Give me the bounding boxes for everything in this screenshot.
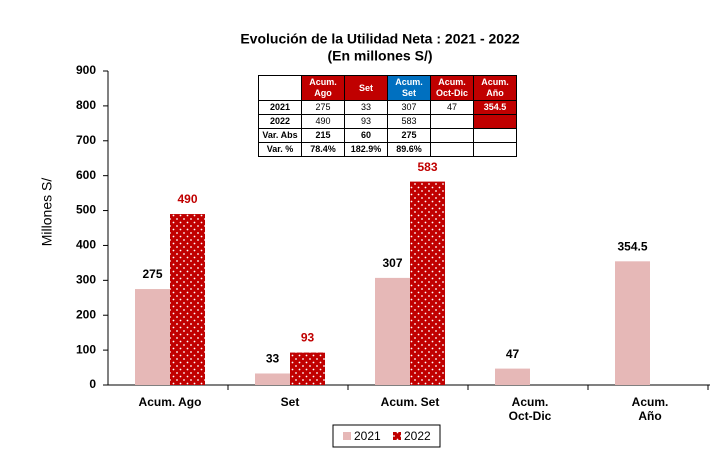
data-label: 33 <box>266 352 280 366</box>
data-label: 354.5 <box>617 239 647 253</box>
x-tick-label: Set <box>280 395 300 409</box>
bar <box>615 261 650 385</box>
table-cell <box>473 142 517 157</box>
legend-swatch <box>343 432 351 440</box>
table-cell: Acum. Año <box>473 75 517 101</box>
table-cell: 354.5 <box>473 100 517 115</box>
table-cell: 490 <box>301 114 345 129</box>
y-tick-label: 400 <box>76 238 96 252</box>
legend-swatch <box>393 432 401 440</box>
y-axis-label: Millones S/ <box>39 178 55 247</box>
y-tick-label: 900 <box>76 63 96 77</box>
table-cell: 78.4% <box>301 142 345 157</box>
chart-title: Evolución de la Utilidad Neta : 2021 - 2… <box>240 31 520 47</box>
table-cell: 307 <box>387 100 431 115</box>
table-cell: 275 <box>387 128 431 143</box>
table-cell: 89.6% <box>387 142 431 157</box>
x-tick-label: Acum. Año <box>631 395 669 423</box>
table-cell <box>258 75 302 101</box>
table-cell <box>430 128 474 143</box>
data-label: 307 <box>382 256 402 270</box>
bar <box>255 373 290 385</box>
table-cell: Set <box>344 75 388 101</box>
table-row: Var. % 78.4% 182.9% 89.6% <box>258 142 517 157</box>
bar <box>170 214 205 385</box>
table-cell <box>473 128 517 143</box>
data-label: 47 <box>506 347 520 361</box>
table-cell <box>430 142 474 157</box>
summary-table: Acum. Ago Set Acum. Set Acum. Oct-Dic Acum. … <box>258 75 517 157</box>
data-label: 583 <box>417 160 437 174</box>
y-tick-label: 0 <box>89 377 96 391</box>
table-cell <box>430 114 474 129</box>
x-tick-label: Acum. Set <box>380 395 440 409</box>
table-cell: 182.9% <box>344 142 388 157</box>
data-label: 490 <box>177 192 197 206</box>
table-cell: 583 <box>387 114 431 129</box>
table-cell: 93 <box>344 114 388 129</box>
y-tick-label: 200 <box>76 307 96 321</box>
y-tick-label: 600 <box>76 168 96 182</box>
table-row: 2022 490 93 583 <box>258 114 517 129</box>
bar <box>495 368 530 385</box>
table-row: 2021 275 33 307 47 354.5 <box>258 100 517 115</box>
bar <box>375 277 410 385</box>
table-row: Acum. Ago Set Acum. Set Acum. Oct-Dic Acum. … <box>258 75 517 101</box>
legend-label: 2021 <box>354 429 381 443</box>
table-cell: 2022 <box>258 114 302 129</box>
data-label: 93 <box>301 331 315 345</box>
chart-subtitle: (En millones S/) <box>327 48 432 64</box>
bar <box>410 181 445 385</box>
y-tick-label: 700 <box>76 133 96 147</box>
table-cell: 2021 <box>258 100 302 115</box>
legend-label: 2022 <box>404 429 431 443</box>
table-cell: Acum. Ago <box>301 75 345 101</box>
x-tick-label: Acum. Oct-Dic <box>508 395 552 423</box>
table-cell: 275 <box>301 100 345 115</box>
bar <box>135 289 170 385</box>
y-tick-label: 300 <box>76 273 96 287</box>
table-cell: 33 <box>344 100 388 115</box>
table-row: Var. Abs 215 60 275 <box>258 128 517 143</box>
y-tick-label: 100 <box>76 342 96 356</box>
table-cell: 60 <box>344 128 388 143</box>
table-cell: Acum. Oct-Dic <box>430 75 474 101</box>
table-cell: Var. Abs <box>258 128 302 143</box>
table-cell: Var. % <box>258 142 302 157</box>
table-cell: 47 <box>430 100 474 115</box>
y-tick-label: 500 <box>76 203 96 217</box>
bar <box>290 352 325 385</box>
y-tick-label: 800 <box>76 98 96 112</box>
data-label: 275 <box>142 267 162 281</box>
legend-box <box>332 424 441 448</box>
table-cell: 215 <box>301 128 345 143</box>
x-tick-label: Acum. Ago <box>138 395 202 409</box>
table-cell <box>473 114 517 129</box>
table-cell: Acum. Set <box>387 75 431 101</box>
